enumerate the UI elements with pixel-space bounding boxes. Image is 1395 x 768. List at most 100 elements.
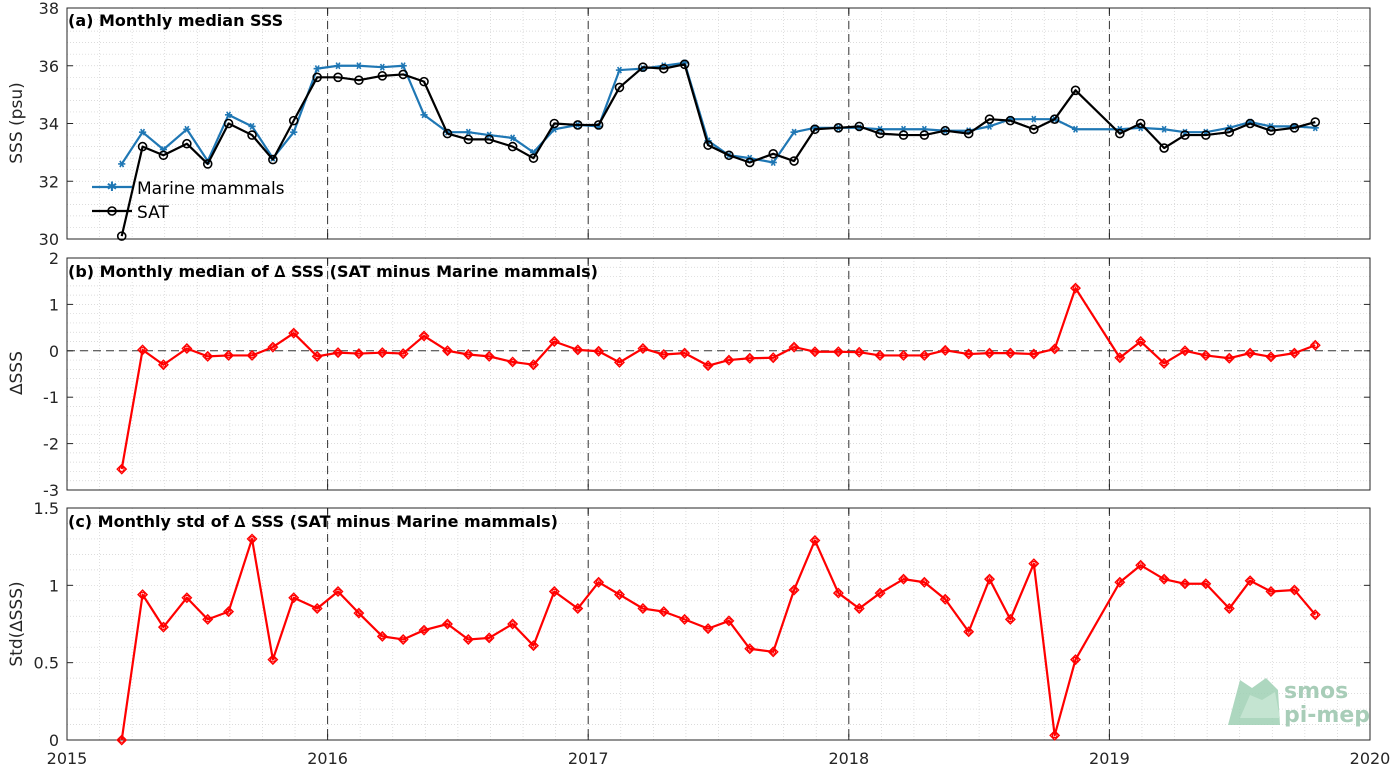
data-point-diamond (267, 341, 279, 353)
data-point (137, 141, 148, 152)
data-point (572, 603, 584, 615)
y-tick-label: 1.5 (34, 499, 59, 518)
data-point (137, 589, 149, 601)
data-point-diamond (788, 584, 800, 596)
data-point (183, 125, 191, 133)
data-point-ring (812, 537, 818, 544)
data-point (723, 354, 735, 366)
data-point-diamond (832, 346, 844, 358)
data-point (613, 589, 625, 601)
data-point-diamond (157, 621, 169, 633)
data-point-diamond (679, 613, 691, 625)
data-point (116, 734, 128, 746)
data-point (181, 592, 193, 604)
data-point-diamond (637, 342, 649, 354)
data-point-diamond (1004, 347, 1016, 359)
data-point (984, 573, 996, 585)
data-point-stroke (400, 62, 406, 70)
data-point (1180, 130, 1190, 140)
data-point-ring (877, 590, 883, 596)
data-point (464, 128, 472, 136)
axes-frame (66, 507, 1371, 741)
data-point-ring (509, 359, 516, 365)
data-point-diamond (744, 352, 756, 364)
data-point (507, 356, 519, 368)
data-point (507, 618, 519, 630)
data-point-diamond (572, 603, 584, 615)
data-point (246, 349, 258, 361)
data-point (397, 348, 409, 360)
data-point-diamond (116, 463, 128, 475)
data-point (1160, 125, 1168, 133)
data-point-ring (1312, 611, 1319, 618)
data-point (679, 347, 691, 359)
data-point-ring (726, 357, 732, 363)
data-point (116, 463, 128, 475)
data-point-ring (965, 628, 972, 635)
series-delta (116, 533, 1321, 746)
data-point (790, 128, 798, 136)
data-point-diamond (1223, 352, 1235, 364)
data-point-diamond (853, 603, 865, 615)
data-point (1245, 118, 1255, 129)
data-point-diamond (1179, 345, 1191, 357)
data-point-ring (379, 633, 386, 640)
data-point-diamond (116, 734, 128, 746)
legend-label-marine: Marine mammals (137, 179, 285, 199)
data-point-ring (314, 605, 321, 612)
y-tick-label: 34 (39, 115, 59, 134)
data-point (1244, 575, 1256, 587)
data-point-ring (1030, 560, 1037, 567)
grid (66, 7, 1371, 240)
data-point-ring (118, 466, 125, 473)
y-tick-label: -1 (43, 388, 59, 407)
data-point-diamond (311, 603, 323, 615)
data-point-ring (681, 616, 688, 623)
data-point-ring (160, 624, 167, 630)
data-point (419, 76, 429, 87)
data-point-diamond (181, 592, 193, 604)
data-point (1005, 115, 1016, 126)
smos-pi-mep-logo: smos pi-mep (1228, 678, 1370, 728)
data-point-ring (1072, 656, 1079, 663)
data-point-ring (942, 596, 949, 603)
data-point-ring (1030, 351, 1037, 357)
data-point (441, 345, 453, 357)
data-point (658, 63, 669, 74)
data-point (723, 615, 735, 627)
data-point-diamond (246, 349, 258, 361)
data-point (1115, 128, 1125, 139)
data-point-ring (705, 625, 711, 632)
series-line (120, 287, 1316, 470)
data-point (420, 111, 428, 119)
data-point (1288, 584, 1300, 596)
data-point (377, 71, 388, 81)
data-point (724, 150, 734, 161)
data-point (311, 350, 323, 362)
data-point (874, 349, 886, 361)
data-point-ring (183, 594, 190, 601)
data-point-diamond (223, 349, 235, 361)
data-point-stroke (770, 158, 776, 166)
data-point-diamond (483, 632, 495, 644)
data-point (1179, 345, 1191, 357)
data-point (157, 359, 169, 371)
data-point (702, 360, 714, 372)
data-point-ring (139, 346, 146, 353)
data-point (1223, 352, 1235, 364)
data-point (963, 128, 974, 139)
data-point-diamond (548, 336, 560, 348)
data-point (768, 149, 779, 159)
data-point (1114, 352, 1126, 364)
data-point (548, 586, 560, 598)
data-point-ring (421, 627, 427, 634)
data-point (1135, 336, 1147, 348)
data-point (898, 130, 909, 140)
data-point (1310, 117, 1321, 127)
data-point (353, 348, 365, 360)
data-point-diamond (1135, 336, 1147, 348)
data-point-ring (225, 352, 232, 359)
data-point (202, 613, 214, 625)
data-point (527, 359, 539, 371)
data-point-ring (595, 348, 602, 355)
